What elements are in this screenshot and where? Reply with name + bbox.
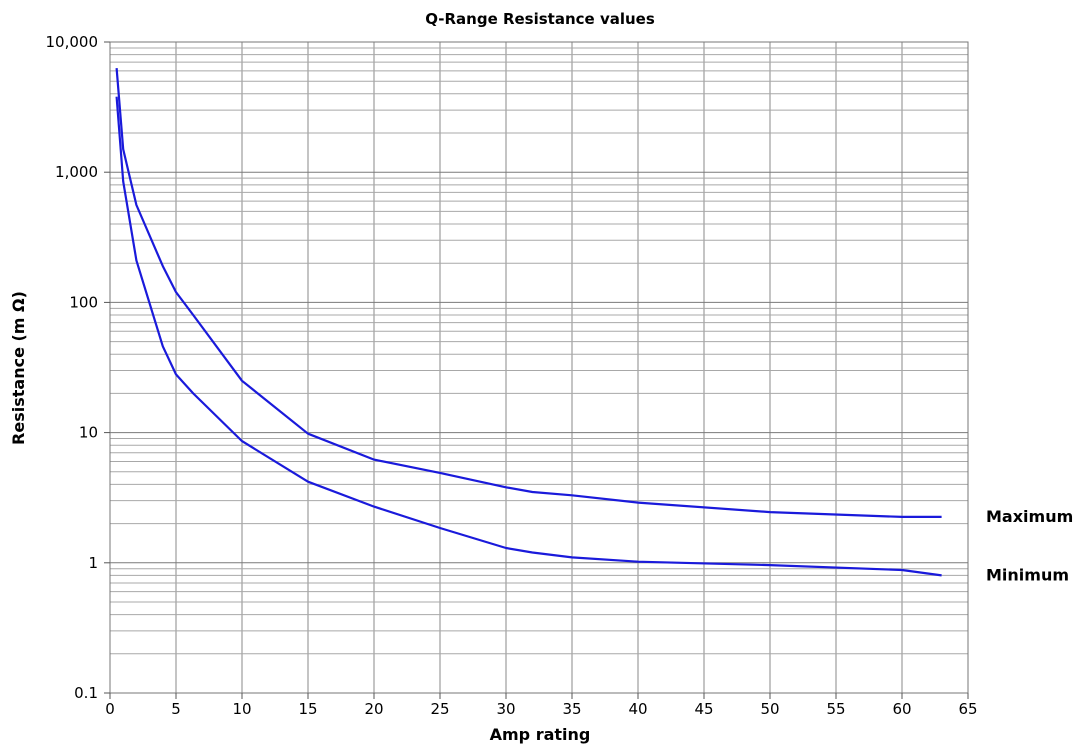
- y-tick-label: 10: [79, 424, 98, 442]
- y-axis-label: Resistance (m Ω): [9, 291, 28, 445]
- series-line-minimum: [115, 96, 942, 577]
- y-tick-label: 10,000: [46, 33, 99, 51]
- series-label-minimum: Minimum: [986, 565, 1069, 584]
- series-line-maximum: [115, 68, 942, 519]
- x-tick-label: 50: [760, 700, 779, 718]
- x-tick-label: 40: [628, 700, 647, 718]
- y-tick-label: 1: [88, 554, 98, 572]
- x-tick-label: 25: [430, 700, 449, 718]
- x-tick-label: 10: [232, 700, 251, 718]
- x-tick-label: 30: [496, 700, 515, 718]
- x-tick-label: 20: [364, 700, 383, 718]
- x-tick-label: 5: [171, 700, 181, 718]
- x-tick-label: 60: [892, 700, 911, 718]
- x-tick-label: 45: [694, 700, 713, 718]
- y-tick-label: 100: [69, 293, 98, 311]
- x-axis-label: Amp rating: [490, 725, 591, 744]
- x-tick-label: 15: [298, 700, 317, 718]
- chart-title: Q-Range Resistance values: [425, 10, 655, 28]
- x-tick-label: 0: [105, 700, 115, 718]
- x-tick-label: 35: [562, 700, 581, 718]
- series-layer: [115, 68, 942, 577]
- plot-frame: [109, 41, 969, 694]
- x-tick-label: 55: [826, 700, 845, 718]
- x-axis-ticks: 0 5 10 15 20 25 30 35 40 45 50 55 60 65: [105, 693, 978, 718]
- series-label-maximum: Maximum: [986, 507, 1073, 526]
- series-labels: Maximum Minimum: [986, 507, 1073, 584]
- y-axis-ticks: 0.1 1 10 100 1,000 10,000: [46, 33, 110, 702]
- y-tick-label: 0.1: [74, 684, 98, 702]
- x-tick-label: 65: [958, 700, 977, 718]
- grid: [109, 42, 969, 694]
- y-tick-label: 1,000: [55, 163, 98, 181]
